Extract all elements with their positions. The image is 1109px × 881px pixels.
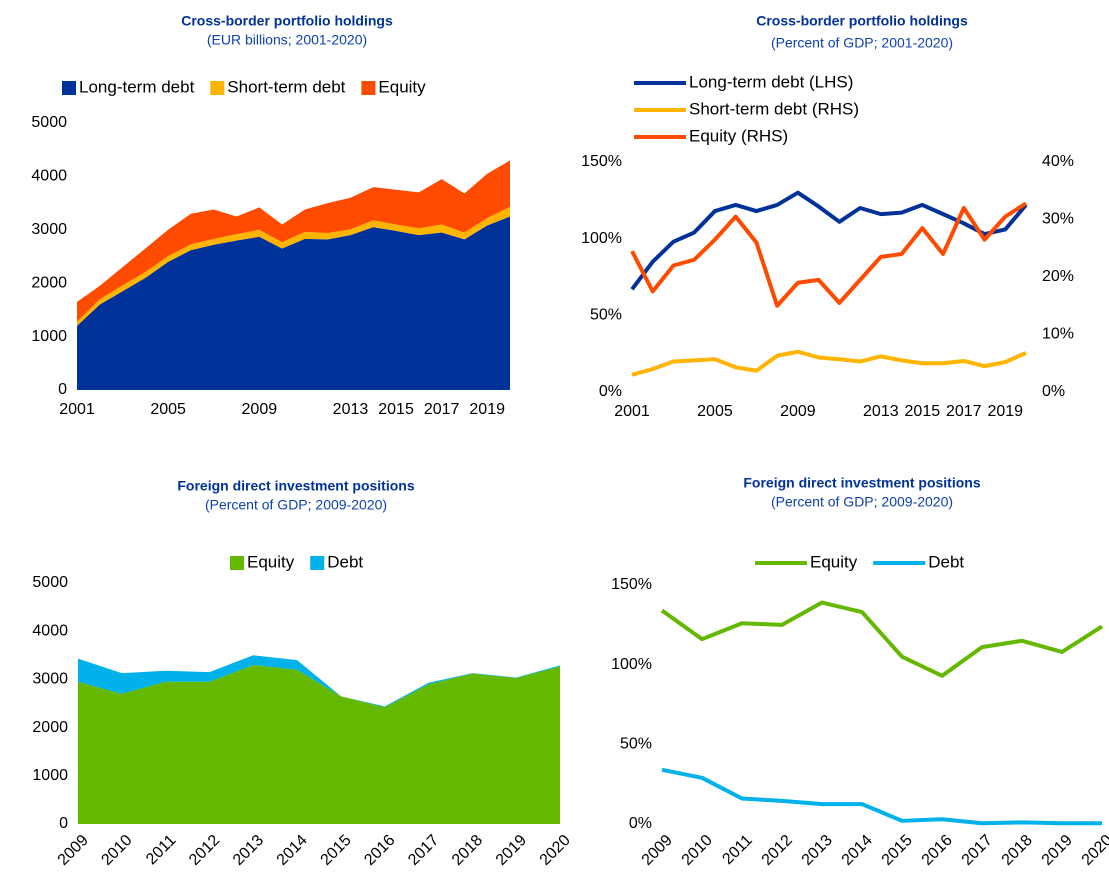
x-tick-label: 2015 (879, 832, 916, 869)
y-tick-label: 50% (590, 307, 622, 324)
x-tick-label: 2017 (405, 832, 442, 869)
legend-label: Long-term debt (79, 77, 195, 96)
y-tick-label: 3000 (31, 221, 67, 238)
legend-label: Short-term debt (227, 77, 345, 96)
x-tick-label: 2013 (333, 401, 369, 418)
legend-swatch (62, 81, 76, 95)
chart-subtitle: (EUR billions; 2001-2020) (207, 32, 367, 48)
area (77, 216, 510, 390)
legend-label: Short-term debt (RHS) (689, 99, 859, 118)
x-tick-label: 2010 (98, 832, 135, 869)
chart-title: Cross-border portfolio holdings (756, 13, 968, 29)
area (78, 664, 560, 824)
x-tick-label: 2017 (946, 403, 982, 420)
y2-tick-label: 40% (1042, 153, 1074, 170)
x-tick-label: 2015 (378, 401, 414, 418)
y-tick-label: 50% (620, 736, 652, 753)
x-tick-label: 2009 (242, 401, 278, 418)
x-tick-label: 2015 (905, 403, 941, 420)
x-tick-label: 2001 (614, 403, 650, 420)
y2-tick-label: 30% (1042, 211, 1074, 228)
y-tick-label: 0% (599, 383, 622, 400)
y-tick-label: 4000 (32, 622, 68, 639)
x-tick-label: 2012 (186, 832, 223, 869)
y-tick-label: 5000 (31, 114, 67, 131)
x-tick-label: 2009 (639, 832, 676, 869)
y-tick-label: 0% (629, 815, 652, 832)
chart-title: Cross-border portfolio holdings (181, 13, 393, 29)
y-tick-label: 100% (611, 656, 652, 673)
x-tick-label: 2010 (679, 832, 716, 869)
y-tick-label: 4000 (31, 168, 67, 185)
legend-swatch (310, 556, 325, 570)
legend-swatch (230, 556, 244, 570)
x-tick-label: 2019 (987, 403, 1023, 420)
y2-tick-label: 20% (1042, 268, 1074, 285)
x-tick-label: 2013 (863, 403, 899, 420)
chart-title: Foreign direct investment positions (177, 478, 414, 494)
chart-subtitle: (Percent of GDP; 2009-2020) (205, 497, 387, 513)
x-tick-label: 2001 (59, 401, 95, 418)
legend-label: Equity (810, 552, 858, 571)
line (630, 201, 1028, 308)
legend-label: Equity (RHS) (689, 126, 788, 145)
x-tick-label: 2009 (780, 403, 816, 420)
x-tick-label: 2005 (697, 403, 733, 420)
y2-tick-label: 0% (1042, 383, 1065, 400)
line (660, 600, 1104, 678)
y-tick-label: 3000 (32, 671, 68, 688)
x-tick-label: 2005 (150, 401, 186, 418)
x-tick-label: 2020 (537, 832, 574, 869)
x-tick-label: 2009 (55, 832, 92, 869)
x-tick-label: 2013 (230, 832, 267, 869)
y-tick-label: 5000 (32, 574, 68, 591)
y-tick-label: 2000 (32, 719, 68, 736)
y2-tick-label: 10% (1042, 326, 1074, 343)
x-tick-label: 2018 (449, 832, 486, 869)
x-tick-label: 2016 (361, 832, 398, 869)
legend-swatch (210, 81, 225, 95)
y-tick-label: 1000 (32, 767, 68, 784)
x-tick-label: 2019 (493, 832, 530, 869)
y-tick-label: 0 (59, 815, 68, 832)
x-tick-label: 2015 (318, 832, 355, 869)
x-tick-label: 2017 (424, 401, 460, 418)
x-tick-label: 2019 (1039, 832, 1076, 869)
line (661, 767, 1102, 826)
x-tick-label: 2011 (719, 832, 755, 868)
area (77, 160, 510, 322)
y-tick-label: 0 (58, 381, 67, 398)
x-tick-label: 2019 (469, 401, 505, 418)
chart-title: Foreign direct investment positions (743, 475, 980, 491)
legend-label: Equity (247, 552, 295, 571)
x-tick-label: 2016 (919, 832, 956, 869)
x-tick-label: 2020 (1079, 832, 1109, 869)
area (78, 655, 560, 708)
line (631, 349, 1027, 377)
y-tick-label: 150% (581, 153, 622, 170)
y-tick-label: 100% (581, 230, 622, 247)
x-tick-label: 2013 (799, 832, 836, 869)
legend-label: Equity (378, 77, 426, 96)
x-tick-label: 2017 (959, 832, 996, 869)
x-tick-label: 2014 (839, 832, 876, 869)
y-tick-label: 1000 (31, 328, 67, 345)
x-tick-label: 2018 (999, 832, 1036, 869)
x-tick-label: 2014 (274, 832, 311, 869)
legend-swatch (361, 81, 376, 95)
x-tick-label: 2012 (759, 832, 796, 869)
y-tick-label: 2000 (31, 274, 67, 291)
chart-subtitle: (Percent of GDP; 2009-2020) (771, 494, 953, 510)
line (630, 190, 1028, 291)
chart-subtitle: (Percent of GDP; 2001-2020) (771, 35, 953, 51)
y-tick-label: 150% (611, 576, 652, 593)
legend-label: Debt (928, 552, 964, 571)
legend-label: Debt (327, 552, 363, 571)
legend-label: Long-term debt (LHS) (689, 72, 853, 91)
x-tick-label: 2011 (143, 832, 179, 868)
